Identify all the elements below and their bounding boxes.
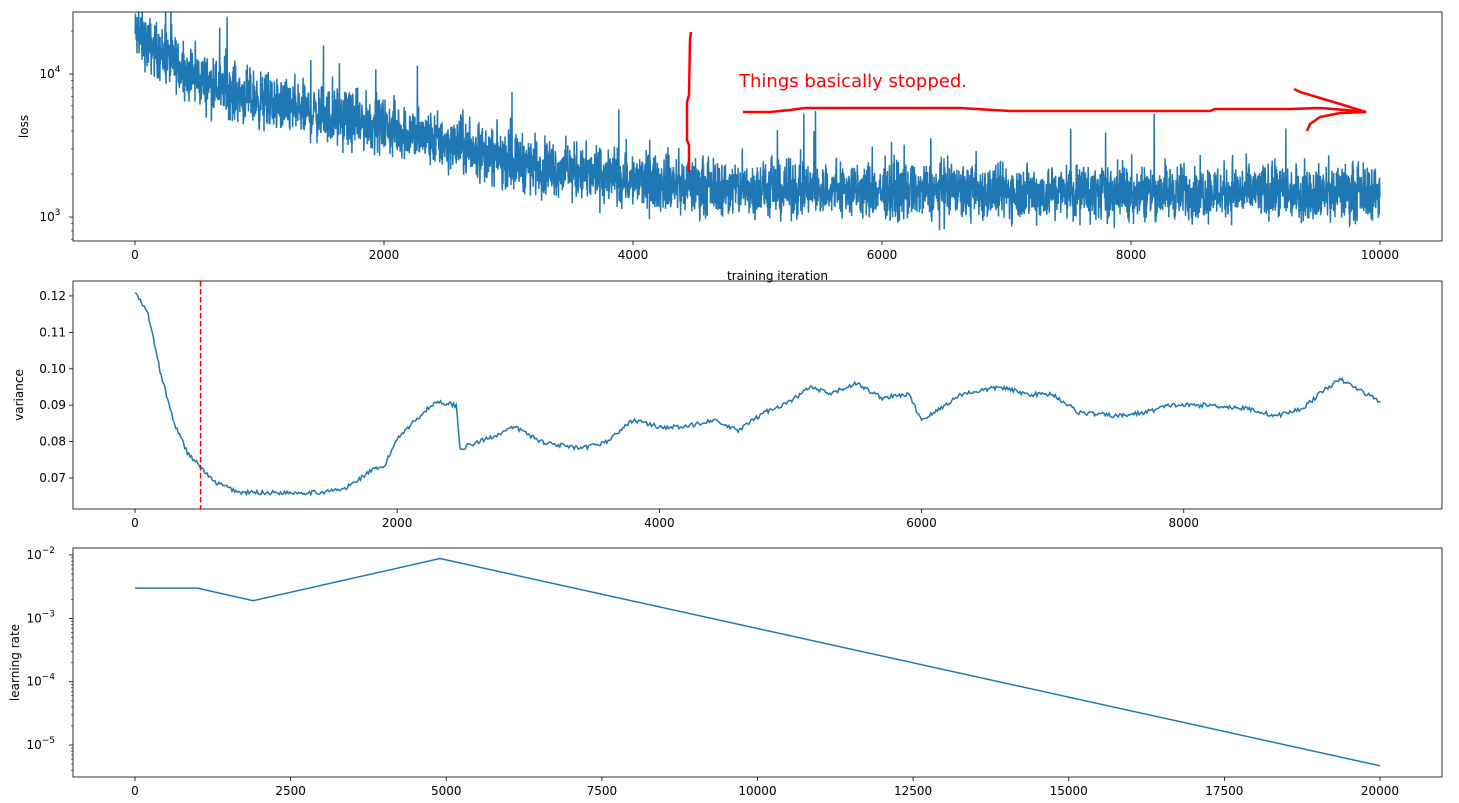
x-tick-label: 15000	[1050, 784, 1088, 798]
x-tick-label: 10000	[738, 784, 776, 798]
x-tick-label: 0	[131, 784, 139, 798]
x-tick-label: 0	[131, 248, 139, 262]
y-axis-label: learning rate	[8, 624, 22, 701]
axes-frame	[72, 280, 1443, 510]
y-axis-label: loss	[17, 115, 31, 138]
learning-rate-series-line	[135, 557, 1381, 767]
y-tick-label: 104	[39, 65, 60, 81]
annotation-vertical-stroke	[685, 31, 693, 172]
annotation-arrow-head	[1293, 87, 1367, 132]
y-tick-label: 0.08	[39, 435, 66, 449]
y-tick-label: 10−5	[26, 736, 55, 752]
x-tick-label: 0	[131, 516, 139, 530]
y-tick-label: 0.07	[39, 471, 66, 485]
x-tick-label: 4000	[644, 516, 675, 530]
variance-series-line	[134, 292, 1381, 497]
loss-series-line	[134, 12, 1381, 231]
x-tick-label: 10000	[1361, 248, 1399, 262]
x-tick-label: 2500	[275, 784, 306, 798]
y-axis-label: variance	[12, 369, 26, 421]
annotation-arrow-shaft	[743, 106, 1367, 114]
y-tick-label: 0.09	[39, 398, 66, 412]
x-tick-label: 20000	[1361, 784, 1399, 798]
loss-axes: 0 2000 4000 6000 8000 10000 103 104 loss training…	[17, 11, 1443, 283]
x-axis-label: training iteration	[727, 269, 828, 283]
y-tick-label: 10−4	[26, 673, 55, 689]
x-tick-label: 4000	[618, 248, 649, 262]
y-tick-label: 10−3	[26, 609, 55, 625]
x-tick-label: 2000	[369, 248, 400, 262]
annotation-text: Things basically stopped.	[738, 71, 967, 92]
hand-drawn-annotation: Things basically stopped.	[685, 31, 1367, 172]
x-tick-label: 5000	[431, 784, 462, 798]
learning-rate-axes: 0 2500 5000 7500 10000 12500 15000 17500 20000 10…	[8, 546, 1443, 798]
axes-frame	[72, 11, 1443, 242]
x-tick-label: 12500	[894, 784, 932, 798]
variance-axes: 0 2000 4000 6000 8000 0.07 0.08 0.09 0.10 0.11 0.1…	[12, 280, 1443, 530]
y-tick-label: 0.12	[39, 289, 66, 303]
y-tick-label: 103	[39, 208, 60, 224]
y-tick-label: 0.11	[39, 325, 66, 339]
x-tick-label: 17500	[1205, 784, 1243, 798]
axes-frame	[72, 547, 1443, 778]
x-tick-label: 8000	[1168, 516, 1199, 530]
x-tick-label: 7500	[587, 784, 618, 798]
y-tick-label: 10−2	[26, 546, 55, 562]
y-tick-label: 0.10	[39, 362, 66, 376]
x-tick-label: 6000	[906, 516, 937, 530]
x-tick-label: 6000	[867, 248, 898, 262]
x-tick-label: 8000	[1116, 248, 1147, 262]
x-tick-label: 2000	[382, 516, 413, 530]
